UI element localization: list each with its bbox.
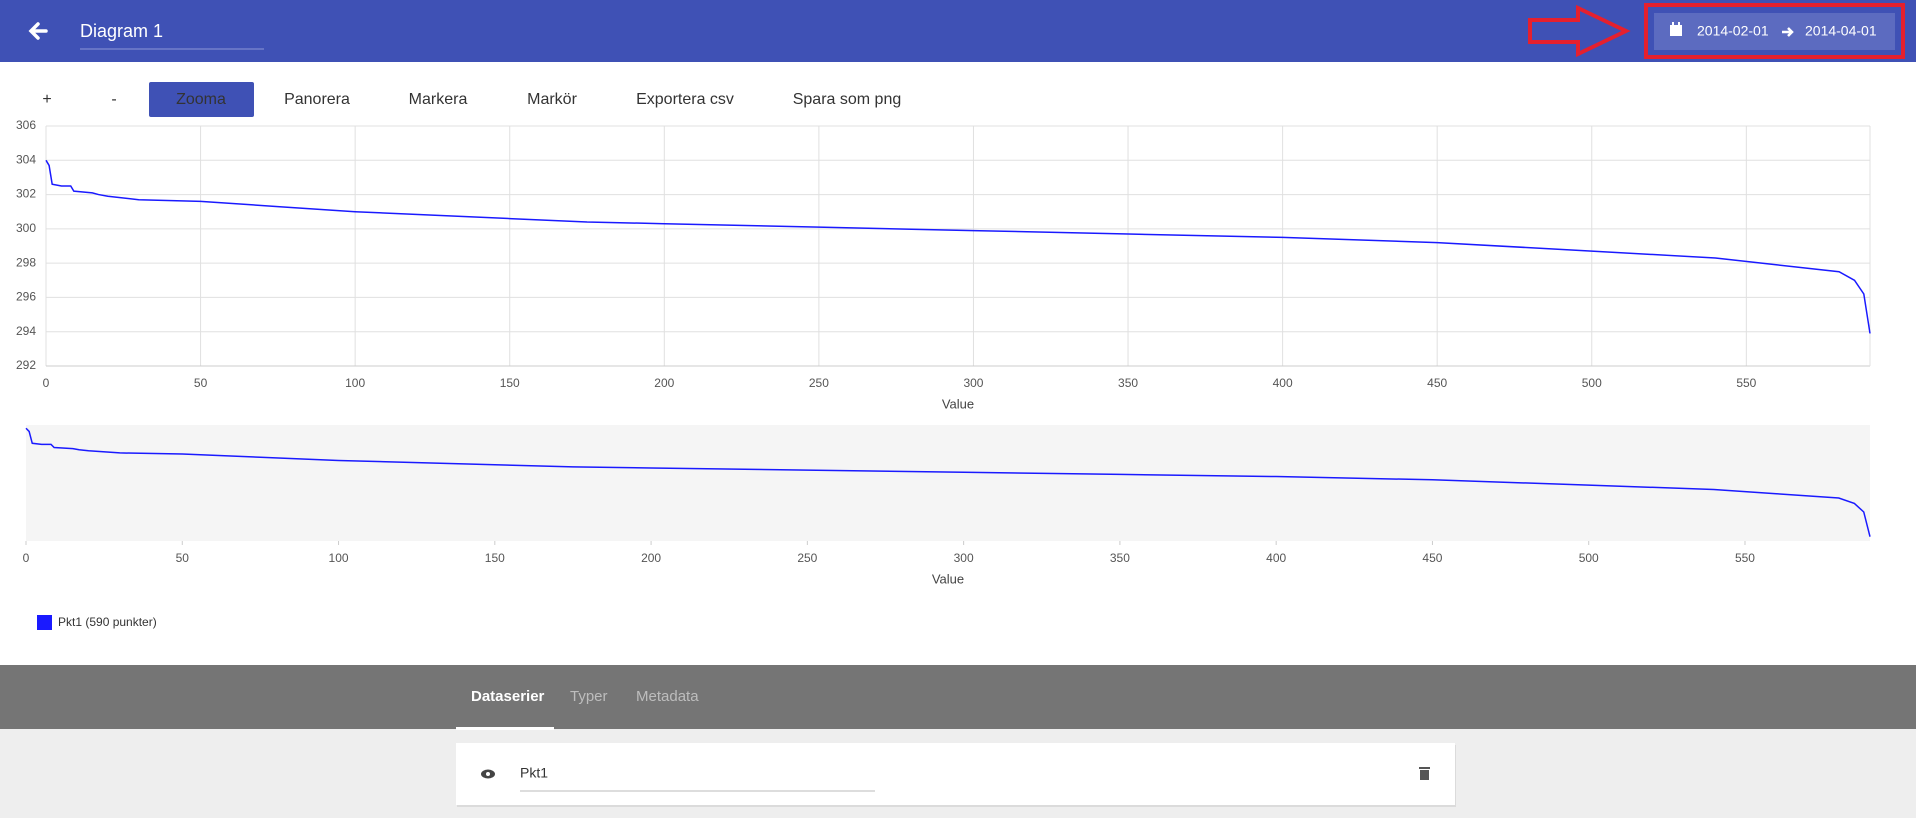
x-tick-label: 300 bbox=[963, 376, 983, 390]
active-tool-bg bbox=[149, 82, 254, 117]
tab-bar bbox=[0, 665, 1916, 729]
annotation-box bbox=[1644, 3, 1905, 59]
tabs: Dataserier Typer Metadata bbox=[471, 688, 699, 705]
overview-bg bbox=[26, 425, 1870, 541]
toolbar-button[interactable]: Panorera bbox=[284, 91, 350, 108]
x-tick-label: 100 bbox=[345, 376, 365, 390]
x-tick-label: 500 bbox=[1579, 551, 1599, 565]
date-to: 2014-04-01 bbox=[1805, 23, 1877, 39]
y-tick-label: 300 bbox=[16, 221, 36, 235]
x-tick-label: 450 bbox=[1427, 376, 1447, 390]
x-tick-label: 250 bbox=[809, 376, 829, 390]
app-bar bbox=[0, 0, 1916, 62]
toolbar-button[interactable]: Spara som png bbox=[793, 91, 902, 108]
x-tick-label: 200 bbox=[654, 376, 674, 390]
x-tick-label: 400 bbox=[1273, 376, 1293, 390]
tab[interactable]: Metadata bbox=[636, 688, 699, 705]
y-tick-label: 306 bbox=[16, 118, 36, 132]
y-tick-label: 296 bbox=[16, 290, 36, 304]
x-tick-label: 150 bbox=[485, 551, 505, 565]
series-line bbox=[45, 159, 1871, 334]
x-tick-label: 50 bbox=[176, 551, 190, 565]
calendar-icon bbox=[1670, 22, 1682, 36]
series-name[interactable]: Pkt1 bbox=[520, 765, 548, 781]
y-tick-label: 304 bbox=[16, 152, 36, 166]
range-arrow bbox=[1782, 27, 1794, 37]
x-tick-label: 550 bbox=[1736, 376, 1756, 390]
toolbar-button[interactable]: Markera bbox=[409, 91, 468, 108]
date-from: 2014-02-01 bbox=[1697, 23, 1769, 39]
x-tick-label: 200 bbox=[641, 551, 661, 565]
series-line bbox=[25, 427, 1871, 537]
x-tick-label: 0 bbox=[43, 376, 50, 390]
toolbar-button[interactable]: Markör bbox=[527, 91, 577, 108]
x-tick-label: 50 bbox=[194, 376, 208, 390]
legend-swatch[interactable] bbox=[37, 615, 52, 630]
charts: 292 294 296 298 300 302 304 306 0 50 100 150 200 250 3… bbox=[16, 118, 1871, 586]
y-tick-label: 298 bbox=[16, 255, 36, 269]
toolbar-button[interactable]: Exportera csv bbox=[636, 91, 734, 108]
x-tick-label: 400 bbox=[1266, 551, 1286, 565]
tab-indicator bbox=[456, 727, 554, 730]
back-button[interactable] bbox=[28, 22, 48, 40]
x-tick-label: 100 bbox=[329, 551, 349, 565]
x-tick-label: 450 bbox=[1422, 551, 1442, 565]
x-axis-label: Value bbox=[942, 396, 974, 411]
visibility-icon[interactable] bbox=[481, 769, 495, 779]
x-axis-label: Value bbox=[932, 571, 964, 586]
x-tick-label: 500 bbox=[1582, 376, 1602, 390]
y-tick-label: 302 bbox=[16, 187, 36, 201]
tab[interactable]: Dataserier bbox=[471, 688, 545, 705]
x-tick-label: 0 bbox=[23, 551, 30, 565]
date-range-button[interactable] bbox=[1654, 13, 1895, 50]
x-tick-label: 350 bbox=[1110, 551, 1130, 565]
annotation-arrow bbox=[1528, 4, 1631, 58]
toolbar: + - Zooma Panorera Markera Markör Exportera cs… bbox=[42, 91, 901, 108]
y-tick-label: 292 bbox=[16, 358, 36, 372]
series-card bbox=[456, 743, 1455, 805]
x-tick-label: 550 bbox=[1735, 551, 1755, 565]
x-tick-label: 250 bbox=[797, 551, 817, 565]
x-tick-label: 300 bbox=[954, 551, 974, 565]
toolbar-button[interactable]: Zooma bbox=[176, 91, 226, 108]
y-tick-label: 294 bbox=[16, 324, 36, 338]
diagram-title[interactable]: Diagram 1 bbox=[80, 21, 163, 41]
x-tick-label: 150 bbox=[500, 376, 520, 390]
delete-icon[interactable] bbox=[1419, 767, 1430, 780]
legend-label[interactable]: Pkt1 (590 punkter) bbox=[58, 615, 157, 629]
toolbar-button[interactable]: + bbox=[42, 91, 51, 108]
toolbar-button[interactable]: - bbox=[111, 91, 116, 108]
x-tick-label: 350 bbox=[1118, 376, 1138, 390]
tab[interactable]: Typer bbox=[570, 688, 608, 705]
